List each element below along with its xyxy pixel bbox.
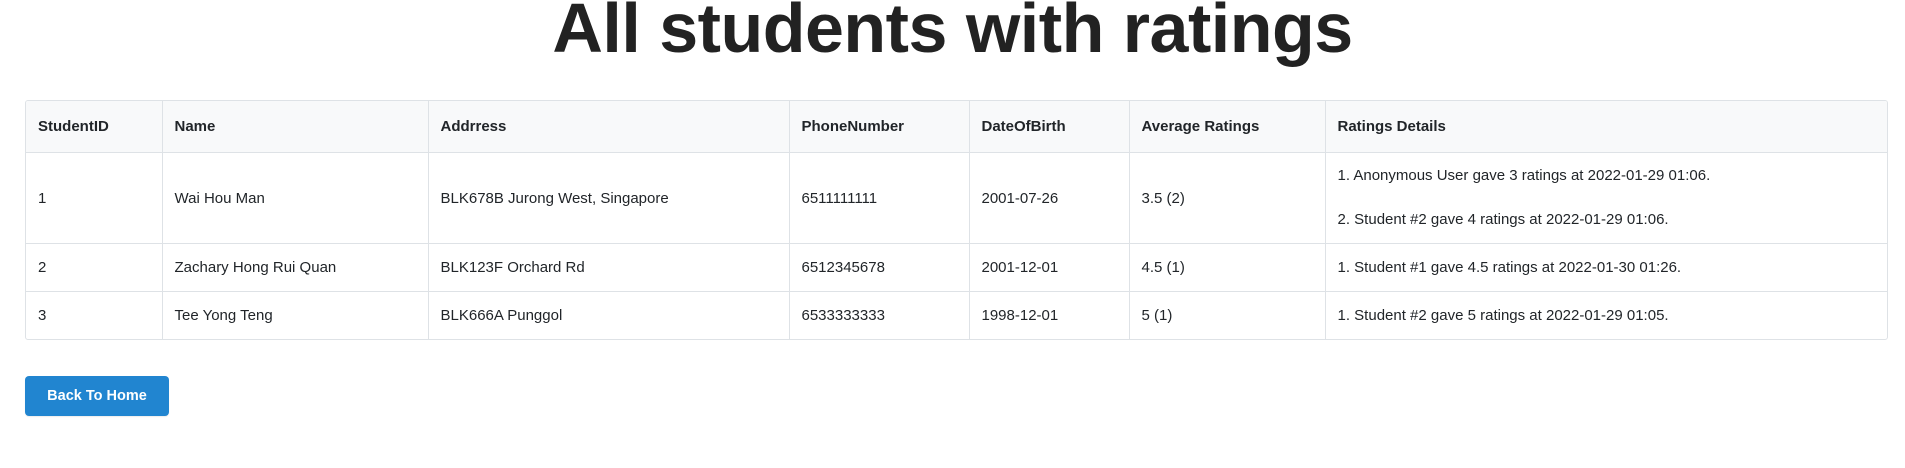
students-table: StudentID Name Addrress PhoneNumber Date… (26, 101, 1887, 339)
rating-detail-item: 1. Anonymous User gave 3 ratings at 2022… (1337, 167, 1711, 184)
cell-phone: 6533333333 (789, 291, 970, 339)
cell-ratings-details: 1. Anonymous User gave 3 ratings at 2022… (1325, 152, 1887, 244)
cell-student-id: 2 (26, 243, 163, 292)
cell-average-rating: 4.5 (1) (1129, 243, 1326, 292)
cell-phone: 6512345678 (789, 243, 970, 292)
cell-ratings-details: 1. Student #2 gave 5 ratings at 2022-01-… (1325, 292, 1887, 340)
cell-name: Zachary Hong Rui Quan (162, 243, 429, 292)
cell-address: BLK123F Orchard Rd (428, 243, 790, 292)
page-title: All students with ratings (552, 0, 1353, 67)
column-header-average-ratings: Average Ratings (1129, 101, 1326, 153)
cell-average-rating: 3.5 (2) (1129, 152, 1326, 244)
rating-detail-item: 2. Student #2 gave 4 ratings at 2022-01-… (1337, 211, 1669, 228)
cell-dob: 1998-12-01 (969, 291, 1130, 339)
cell-phone: 6511111111 (789, 152, 970, 244)
rating-detail-item: 1. Student #2 gave 5 ratings at 2022-01-… (1337, 306, 1669, 324)
cell-student-id: 1 (26, 152, 163, 244)
back-to-home-button[interactable]: Back To Home (25, 376, 169, 416)
column-header-address: Addrress (428, 101, 790, 153)
column-header-dateofbirth: DateOfBirth (969, 101, 1130, 153)
rating-detail-item: 1. Student #1 gave 4.5 ratings at 2022-0… (1337, 258, 1682, 276)
table-row: 3 Tee Yong Teng BLK666A Punggol 65333333… (26, 291, 1887, 340)
table-header-row: StudentID Name Addrress PhoneNumber Date… (26, 101, 1887, 153)
column-header-name: Name (162, 101, 429, 153)
cell-ratings-details: 1. Student #1 gave 4.5 ratings at 2022-0… (1325, 243, 1887, 292)
cell-average-rating: 5 (1) (1129, 291, 1326, 339)
column-header-ratings-details: Ratings Details (1325, 101, 1887, 153)
cell-name: Wai Hou Man (162, 152, 429, 244)
table-row: 2 Zachary Hong Rui Quan BLK123F Orchard … (26, 243, 1887, 292)
cell-student-id: 3 (26, 291, 163, 339)
cell-dob: 2001-07-26 (969, 152, 1130, 244)
cell-address: BLK678B Jurong West, Singapore (428, 152, 790, 244)
cell-dob: 2001-12-01 (969, 243, 1130, 292)
column-header-studentid: StudentID (26, 101, 163, 153)
students-table-container: StudentID Name Addrress PhoneNumber Date… (25, 100, 1888, 340)
column-header-phonenumber: PhoneNumber (789, 101, 970, 153)
table-row: 1 Wai Hou Man BLK678B Jurong West, Singa… (26, 152, 1887, 244)
cell-address: BLK666A Punggol (428, 291, 790, 339)
cell-name: Tee Yong Teng (162, 291, 429, 339)
